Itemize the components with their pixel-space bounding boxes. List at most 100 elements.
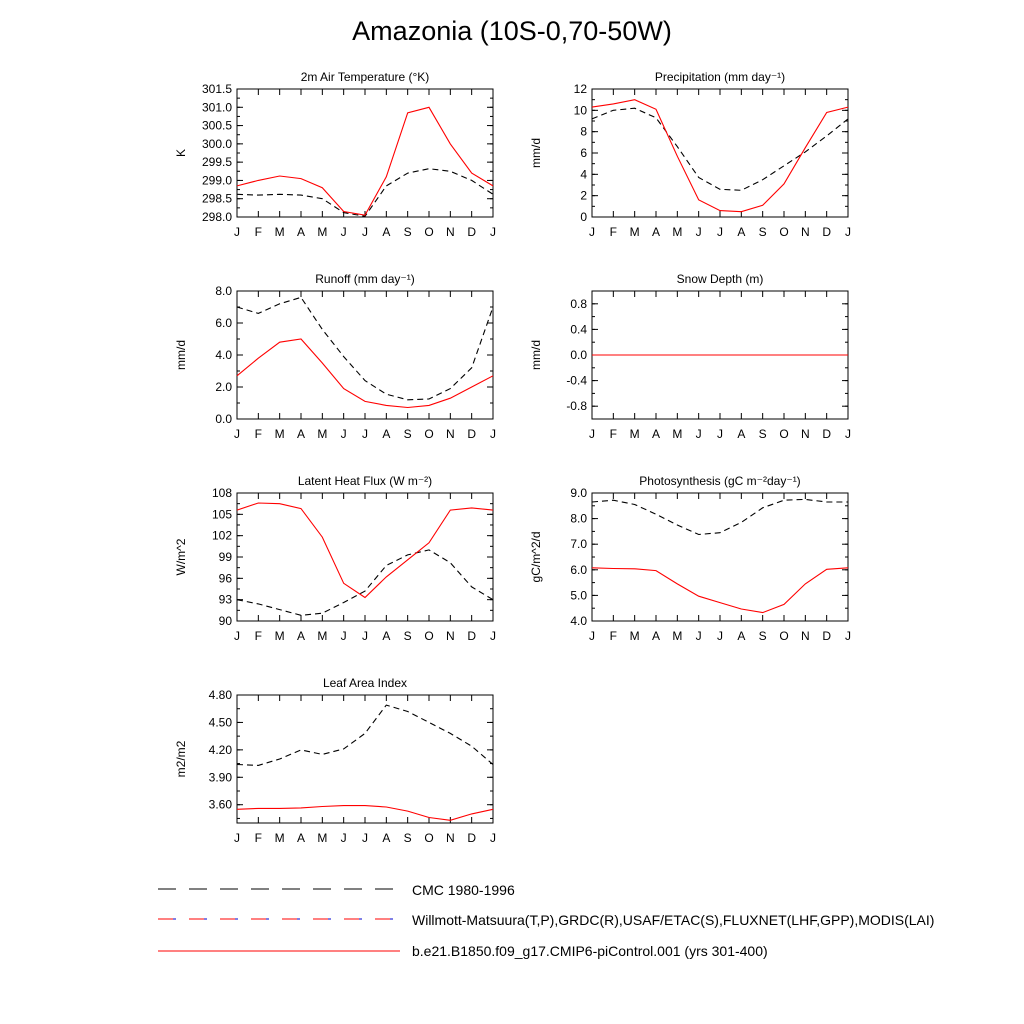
y-axis-label: W/m^2 <box>174 538 188 575</box>
x-tick-label: A <box>297 629 305 643</box>
x-tick-label: J <box>490 225 496 239</box>
x-tick-label: M <box>630 225 640 239</box>
x-tick-label: M <box>317 629 327 643</box>
x-tick-label: F <box>610 629 617 643</box>
legend-label-obs: Willmott-Matsuura(T,P),GRDC(R),USAF/ETAC… <box>412 912 935 928</box>
series-line-model <box>591 99 849 213</box>
panel-5: Latent Heat Flux (W m⁻²)W/m^2J F M A M J J A S O N… <box>174 474 496 643</box>
x-tick-label: D <box>822 629 831 643</box>
x-tick-label: J <box>234 629 240 643</box>
y-tick-label: 0 <box>580 210 587 224</box>
x-tick-label: F <box>255 225 262 239</box>
x-tick-label: J <box>362 629 368 643</box>
x-tick-label: M <box>630 427 640 441</box>
y-tick-label: 301.0 <box>202 100 232 114</box>
y-tick-label: 0.4 <box>570 322 587 336</box>
x-tick-label: M <box>275 427 285 441</box>
x-tick-label: A <box>652 629 660 643</box>
x-tick-label: J <box>589 629 595 643</box>
legend-label-model: b.e21.B1850.f09_g17.CMIP6-piControl.001 … <box>412 943 768 959</box>
x-tick-label: O <box>424 225 433 239</box>
y-tick-label: -0.4 <box>566 374 587 388</box>
x-tick-label: A <box>737 427 745 441</box>
panel-1: 2m Air Temperature (°K)KJ F M A M J J A S O N D J298… <box>174 70 496 239</box>
x-tick-label: D <box>467 831 476 845</box>
y-tick-label: 105 <box>212 507 232 521</box>
x-tick-label: O <box>424 831 433 845</box>
x-tick-label: J <box>589 427 595 441</box>
plot-frame <box>591 492 849 622</box>
x-tick-label: M <box>317 831 327 845</box>
figure-title: Amazonia (10S-0,70-50W) <box>352 16 672 46</box>
y-tick-label: 4.0 <box>570 614 587 628</box>
panel-3: Runoff (mm day⁻¹)mm/dJ F M A M J J A S O N D J0.02.0… <box>174 272 496 441</box>
series-line-cmc <box>236 168 494 217</box>
x-tick-label: J <box>696 629 702 643</box>
y-axis-label: mm/d <box>529 138 543 168</box>
panel-4: Snow Depth (m)mm/dJ F M A M J J A S O N D J-0.8-0.40… <box>529 272 851 441</box>
panel-title: Latent Heat Flux (W m⁻²) <box>298 474 432 488</box>
panel-title: Photosynthesis (gC m⁻²day⁻¹) <box>639 474 800 488</box>
x-tick-label: J <box>341 427 347 441</box>
x-tick-label: M <box>275 831 285 845</box>
y-axis-label: K <box>174 149 188 157</box>
y-tick-label: 0.0 <box>215 412 232 426</box>
y-tick-label: 8.0 <box>570 512 587 526</box>
plot-frame <box>236 88 494 218</box>
y-tick-label: 4.0 <box>215 348 232 362</box>
x-tick-label: D <box>467 629 476 643</box>
x-tick-label: F <box>610 427 617 441</box>
x-tick-label: A <box>382 225 390 239</box>
y-tick-label: 2 <box>580 189 587 203</box>
y-axis-label: m2/m2 <box>174 740 188 777</box>
y-axis-label: gC/m^2/d <box>529 532 543 583</box>
x-tick-label: J <box>234 427 240 441</box>
y-tick-label: 0.0 <box>570 348 587 362</box>
x-tick-label: A <box>382 629 390 643</box>
x-tick-label: J <box>490 427 496 441</box>
x-tick-label: J <box>717 629 723 643</box>
x-tick-label: S <box>404 427 412 441</box>
y-tick-label: 99 <box>219 550 233 564</box>
y-tick-label: 3.90 <box>209 770 233 784</box>
y-tick-label: -0.8 <box>566 399 587 413</box>
x-tick-label: M <box>672 629 682 643</box>
x-tick-label: J <box>717 225 723 239</box>
x-tick-label: J <box>717 427 723 441</box>
x-tick-label: A <box>652 225 660 239</box>
x-tick-label: A <box>382 427 390 441</box>
y-axis-label: mm/d <box>174 340 188 370</box>
x-tick-label: J <box>341 225 347 239</box>
y-tick-label: 6 <box>580 146 587 160</box>
x-tick-label: M <box>275 225 285 239</box>
y-tick-label: 90 <box>219 614 233 628</box>
x-tick-label: N <box>801 225 810 239</box>
y-tick-label: 2.0 <box>215 380 232 394</box>
plot-frame <box>236 290 494 420</box>
y-tick-label: 299.0 <box>202 173 232 187</box>
y-tick-label: 102 <box>212 529 232 543</box>
y-tick-label: 12 <box>574 82 588 96</box>
y-tick-label: 96 <box>219 571 233 585</box>
series-line-model <box>236 338 494 409</box>
x-tick-label: O <box>424 629 433 643</box>
x-tick-label: N <box>446 629 455 643</box>
y-tick-label: 93 <box>219 593 233 607</box>
x-tick-label: O <box>779 427 788 441</box>
x-tick-label: O <box>779 225 788 239</box>
y-tick-label: 298.5 <box>202 192 232 206</box>
x-tick-label: N <box>446 831 455 845</box>
panel-title: Runoff (mm day⁻¹) <box>315 272 414 286</box>
panel-6: Photosynthesis (gC m⁻²day⁻¹) gC/m^2/d J F M A… <box>529 474 851 643</box>
y-tick-label: 6.0 <box>215 316 232 330</box>
series-line-cmc <box>591 107 849 191</box>
x-tick-label: J <box>341 831 347 845</box>
x-tick-label: D <box>467 225 476 239</box>
series-line-cmc <box>236 296 494 401</box>
y-tick-label: 0.8 <box>570 297 587 311</box>
x-tick-label: M <box>672 427 682 441</box>
x-tick-label: J <box>589 225 595 239</box>
x-tick-label: F <box>255 831 262 845</box>
